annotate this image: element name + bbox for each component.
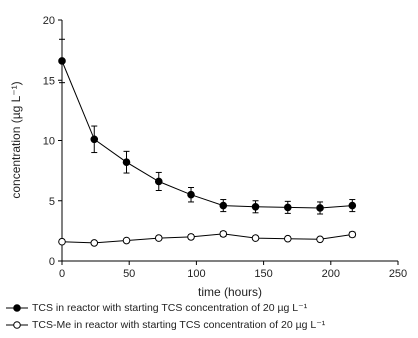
- y-axis-title: concentration (µg L⁻¹): [9, 81, 23, 198]
- data-point: [251, 202, 260, 211]
- x-axis-title: time (hours): [198, 285, 262, 299]
- x-tick-label: 200: [322, 268, 340, 280]
- x-tick-label: 150: [254, 268, 272, 280]
- data-point: [251, 234, 260, 242]
- data-point: [219, 230, 228, 238]
- data-point: [154, 234, 163, 242]
- series-layer: [58, 38, 357, 247]
- data-point: [187, 233, 195, 241]
- x-tick-label: 50: [123, 268, 135, 280]
- data-point: [90, 135, 99, 144]
- data-point: [283, 234, 292, 243]
- series-0: [58, 38, 357, 215]
- x-tick-label: 100: [187, 268, 205, 280]
- series-1: [58, 230, 357, 247]
- data-point: [316, 235, 324, 244]
- x-tick-label: 250: [389, 268, 407, 280]
- data-point: [90, 239, 99, 247]
- data-point: [348, 230, 357, 239]
- y-tick-label: 0: [49, 256, 55, 268]
- data-point: [219, 201, 228, 210]
- legend: TCS in reactor with starting TCS concent…: [6, 299, 416, 333]
- data-point: [58, 237, 66, 246]
- filled-circle-line-icon: [6, 303, 28, 312]
- y-tick-label: 10: [43, 136, 55, 148]
- y-tick-label: 20: [43, 15, 55, 27]
- legend-item-tcs-me: TCS-Me in reactor with starting TCS conc…: [6, 316, 416, 333]
- y-tick-label: 15: [43, 75, 55, 87]
- legend-label-tcs: TCS in reactor with starting TCS concent…: [32, 301, 308, 314]
- x-tick-label: 0: [59, 268, 65, 280]
- data-point: [187, 190, 195, 199]
- data-point: [283, 203, 292, 212]
- legend-label-tcs-me: TCS-Me in reactor with starting TCS conc…: [32, 318, 326, 331]
- series-line: [61, 60, 353, 209]
- data-point: [348, 201, 357, 210]
- legend-item-tcs: TCS in reactor with starting TCS concent…: [6, 299, 416, 316]
- data-point: [316, 204, 324, 212]
- data-point: [122, 158, 131, 166]
- y-tick-label: 5: [49, 196, 55, 208]
- plot-frame: [61, 20, 398, 262]
- data-point: [122, 236, 131, 245]
- series-line: [61, 233, 353, 244]
- open-circle-line-icon: [6, 320, 28, 329]
- data-point: [58, 57, 66, 65]
- data-point: [154, 177, 163, 186]
